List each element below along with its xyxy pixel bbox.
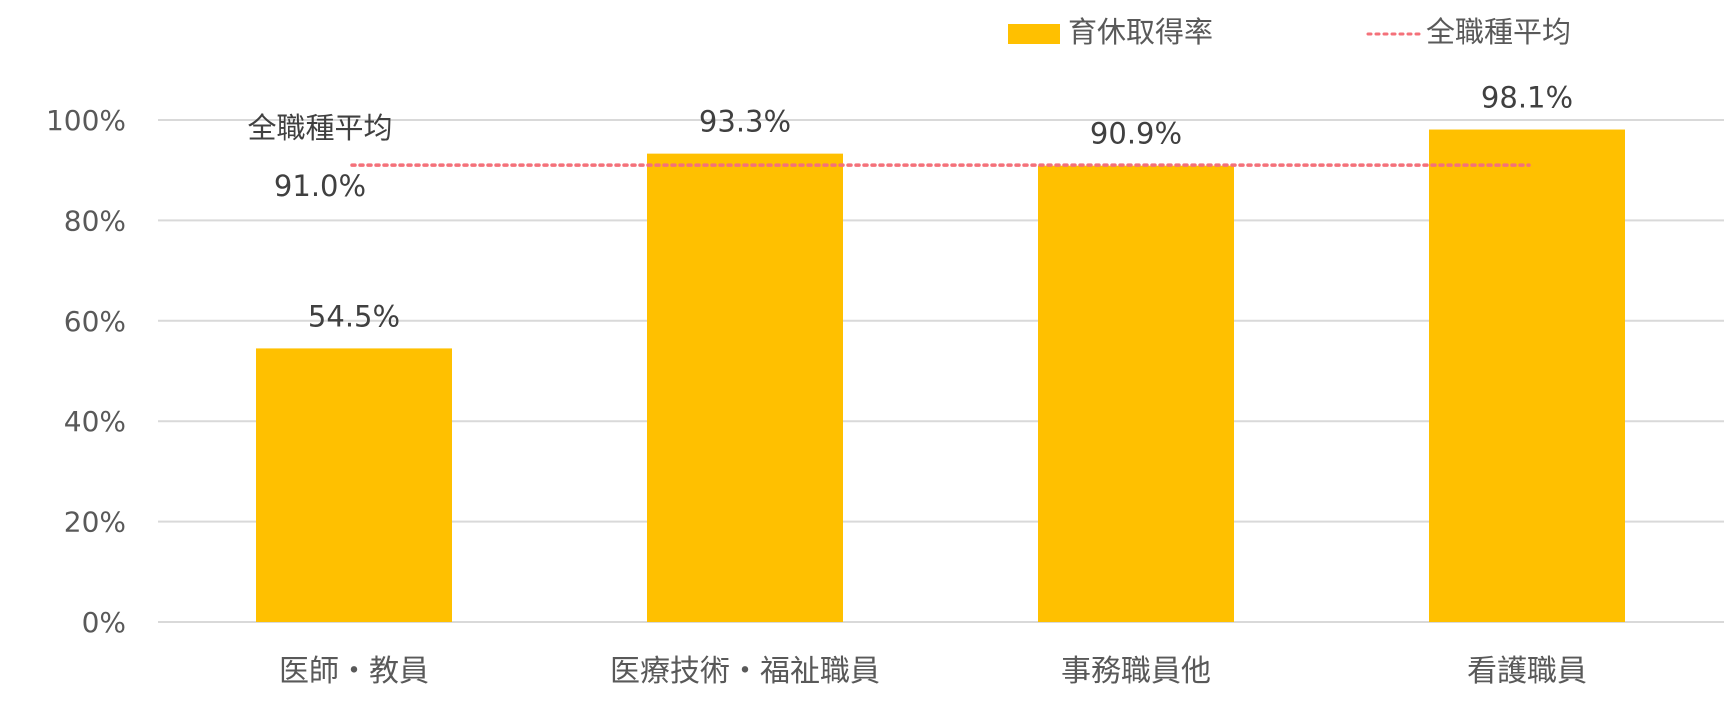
category-label: 看護職員 (1467, 654, 1587, 689)
y-tick-label: 20% (64, 506, 126, 539)
y-axis-ticks: 0% 20% 40% 60% 80% 100% (46, 104, 126, 639)
x-axis-categories: 医師・教員 医療技術・福祉職員 事務職員他 看護職員 (279, 654, 1587, 689)
bar (1038, 165, 1234, 622)
bar (256, 348, 452, 622)
average-annotation: 全職種平均 91.0% (247, 111, 392, 203)
category-label: 事務職員他 (1061, 654, 1211, 689)
data-labels: 54.5% 93.3% 90.9% 98.1% (308, 81, 1573, 334)
bar (1429, 129, 1625, 622)
data-label: 93.3% (699, 105, 791, 139)
annotation-value: 91.0% (274, 169, 366, 203)
data-label: 98.1% (1481, 81, 1573, 115)
annotation-title: 全職種平均 (247, 111, 392, 145)
bars (256, 129, 1625, 622)
legend-swatch-bar (1008, 24, 1060, 44)
legend-label-bar: 育休取得率 (1068, 15, 1213, 49)
y-tick-label: 60% (64, 305, 126, 338)
category-label: 医療技術・福祉職員 (610, 654, 880, 689)
bar (647, 153, 843, 622)
data-label: 54.5% (308, 299, 400, 333)
y-tick-label: 0% (82, 606, 126, 639)
legend: 育休取得率 全職種平均 (1008, 15, 1571, 49)
data-label: 90.9% (1090, 117, 1182, 151)
y-tick-label: 40% (64, 405, 126, 438)
category-label: 医師・教員 (279, 654, 429, 689)
y-tick-label: 100% (46, 104, 126, 137)
legend-label-line: 全職種平均 (1426, 15, 1571, 49)
y-tick-label: 80% (64, 204, 126, 237)
